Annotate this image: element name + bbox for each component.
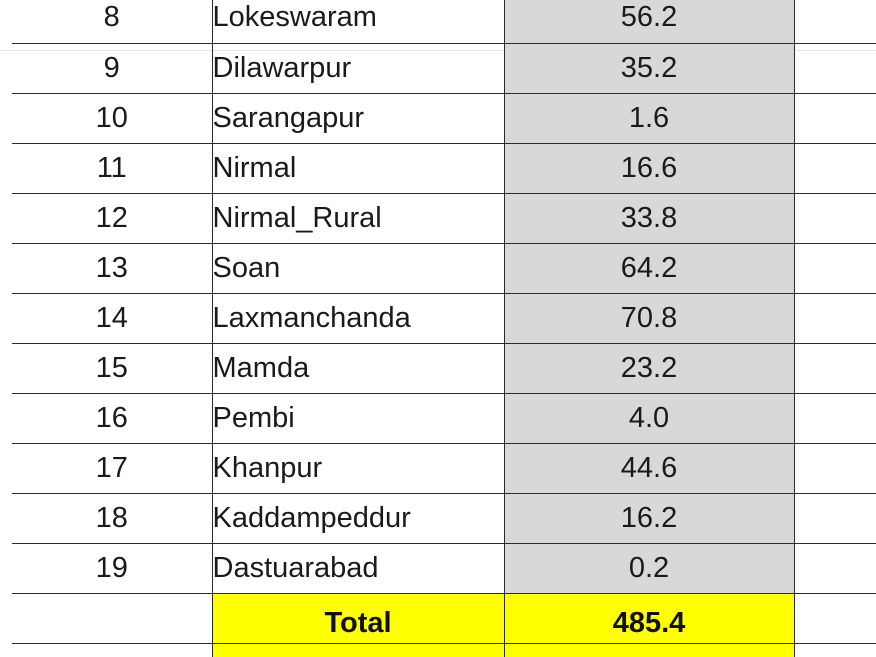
total-value-cell[interactable]: 485.4 bbox=[504, 593, 795, 644]
data-table: 8 Lokeswaram 56.2 9 Dilawarpur 35.2 10 Sarangap… bbox=[12, 0, 876, 657]
empty-cell[interactable] bbox=[794, 343, 876, 394]
row-number-cell[interactable]: 15 bbox=[12, 343, 212, 394]
value-cell[interactable]: 70.8 bbox=[504, 293, 795, 344]
empty-cell[interactable] bbox=[794, 593, 876, 644]
value-cell[interactable]: 16.2 bbox=[504, 493, 795, 544]
value-cell[interactable]: 23.2 bbox=[504, 343, 795, 394]
value-cell[interactable]: 64.2 bbox=[504, 243, 795, 294]
empty-cell[interactable] bbox=[794, 443, 876, 494]
table-row[interactable]: 10 Sarangapur 1.6 bbox=[12, 93, 876, 144]
value-cell[interactable]: 1.6 bbox=[504, 93, 795, 144]
mandal-name-cell[interactable]: Soan bbox=[211, 243, 505, 294]
empty-cell[interactable] bbox=[794, 393, 876, 444]
table-row[interactable]: 14 Laxmanchanda 70.8 bbox=[12, 293, 876, 344]
empty-cell[interactable] bbox=[794, 643, 876, 657]
mandal-name-cell[interactable]: Lokeswaram bbox=[211, 0, 505, 44]
value-cell[interactable]: 16.6 bbox=[504, 143, 795, 194]
empty-cell[interactable] bbox=[794, 43, 876, 94]
empty-cell[interactable] bbox=[794, 243, 876, 294]
row-number-cell[interactable]: 8 bbox=[12, 0, 212, 44]
table-row[interactable]: 13 Soan 64.2 bbox=[12, 243, 876, 294]
row-number-cell[interactable]: 12 bbox=[12, 193, 212, 244]
mandal-name-cell[interactable]: Nirmal_Rural bbox=[211, 193, 505, 244]
table-body: 8 Lokeswaram 56.2 9 Dilawarpur 35.2 10 Sarangap… bbox=[12, 0, 876, 657]
mandal-name-cell[interactable]: Dilawarpur bbox=[211, 43, 505, 94]
value-cell[interactable]: 56.2 bbox=[504, 0, 795, 44]
mandal-name-cell[interactable]: Kaddampeddur bbox=[211, 493, 505, 544]
table-row[interactable]: 12 Nirmal_Rural 33.8 bbox=[12, 193, 876, 244]
table-row[interactable]: 16 Pembi 4.0 bbox=[12, 393, 876, 444]
mandal-name-cell[interactable]: Sarangapur bbox=[211, 93, 505, 144]
mandal-name-cell[interactable]: Nirmal bbox=[211, 143, 505, 194]
mandal-name-cell[interactable]: Pembi bbox=[211, 393, 505, 444]
total-label-cell[interactable]: Total bbox=[211, 593, 505, 644]
empty-cell[interactable] bbox=[794, 543, 876, 594]
row-number-cell[interactable]: 13 bbox=[12, 243, 212, 294]
value-cell[interactable]: 33.8 bbox=[504, 193, 795, 244]
row-number-cell[interactable]: 11 bbox=[12, 143, 212, 194]
empty-cell[interactable] bbox=[12, 643, 212, 657]
table-row[interactable]: 11 Nirmal 16.6 bbox=[12, 143, 876, 194]
row-number-cell[interactable]: 17 bbox=[12, 443, 212, 494]
mandal-name-cell[interactable]: Laxmanchanda bbox=[211, 293, 505, 344]
table-row[interactable]: 17 Khanpur 44.6 bbox=[12, 443, 876, 494]
empty-cell[interactable] bbox=[794, 93, 876, 144]
row-number-cell[interactable]: 19 bbox=[12, 543, 212, 594]
table-row-partial[interactable] bbox=[12, 643, 876, 657]
row-number-cell[interactable]: 9 bbox=[12, 43, 212, 94]
empty-cell[interactable] bbox=[794, 143, 876, 194]
mandal-name-cell[interactable]: Mamda bbox=[211, 343, 505, 394]
table-row[interactable]: 19 Dastuarabad 0.2 bbox=[12, 543, 876, 594]
empty-cell[interactable] bbox=[794, 293, 876, 344]
value-cell[interactable]: 4.0 bbox=[504, 393, 795, 444]
row-number-cell[interactable]: 14 bbox=[12, 293, 212, 344]
total-row[interactable]: Total 485.4 bbox=[12, 593, 876, 644]
table-row[interactable]: 18 Kaddampeddur 16.2 bbox=[12, 493, 876, 544]
mandal-name-cell[interactable]: Khanpur bbox=[211, 443, 505, 494]
empty-cell[interactable] bbox=[504, 643, 795, 657]
row-number-cell[interactable]: 10 bbox=[12, 93, 212, 144]
empty-cell[interactable] bbox=[211, 643, 505, 657]
empty-cell[interactable] bbox=[794, 0, 876, 44]
empty-cell[interactable] bbox=[794, 493, 876, 544]
value-cell[interactable]: 35.2 bbox=[504, 43, 795, 94]
row-number-cell[interactable]: 16 bbox=[12, 393, 212, 444]
value-cell[interactable]: 44.6 bbox=[504, 443, 795, 494]
mandal-name-cell[interactable]: Dastuarabad bbox=[211, 543, 505, 594]
table-row[interactable]: 15 Mamda 23.2 bbox=[12, 343, 876, 394]
total-num-cell[interactable] bbox=[12, 593, 212, 644]
table-row[interactable]: 8 Lokeswaram 56.2 bbox=[12, 0, 876, 44]
empty-cell[interactable] bbox=[794, 193, 876, 244]
table-row[interactable]: 9 Dilawarpur 35.2 bbox=[12, 43, 876, 94]
row-number-cell[interactable]: 18 bbox=[12, 493, 212, 544]
value-cell[interactable]: 0.2 bbox=[504, 543, 795, 594]
